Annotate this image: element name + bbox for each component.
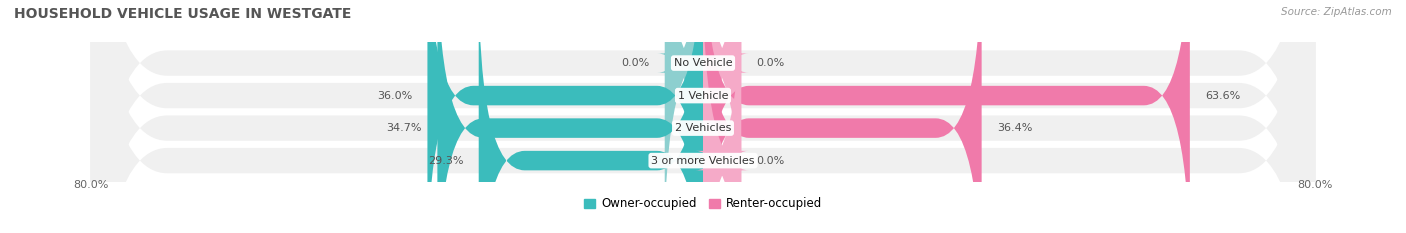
FancyBboxPatch shape — [657, 0, 710, 233]
FancyBboxPatch shape — [427, 0, 703, 233]
FancyBboxPatch shape — [437, 0, 703, 233]
Text: Source: ZipAtlas.com: Source: ZipAtlas.com — [1281, 7, 1392, 17]
Text: No Vehicle: No Vehicle — [673, 58, 733, 68]
FancyBboxPatch shape — [696, 0, 749, 233]
Text: 3 or more Vehicles: 3 or more Vehicles — [651, 156, 755, 166]
FancyBboxPatch shape — [90, 0, 1316, 233]
FancyBboxPatch shape — [703, 0, 1189, 233]
Text: 80.0%: 80.0% — [73, 180, 108, 190]
Text: 1 Vehicle: 1 Vehicle — [678, 91, 728, 101]
Text: 29.3%: 29.3% — [427, 156, 464, 166]
Text: 2 Vehicles: 2 Vehicles — [675, 123, 731, 133]
FancyBboxPatch shape — [703, 0, 981, 233]
Text: 36.0%: 36.0% — [377, 91, 412, 101]
FancyBboxPatch shape — [478, 0, 703, 233]
Text: 0.0%: 0.0% — [621, 58, 650, 68]
FancyBboxPatch shape — [696, 0, 749, 233]
FancyBboxPatch shape — [90, 0, 1316, 233]
Text: 36.4%: 36.4% — [997, 123, 1032, 133]
Text: 63.6%: 63.6% — [1205, 91, 1240, 101]
FancyBboxPatch shape — [90, 0, 1316, 233]
FancyBboxPatch shape — [90, 0, 1316, 233]
Text: 34.7%: 34.7% — [387, 123, 422, 133]
Text: 0.0%: 0.0% — [756, 156, 785, 166]
Legend: Owner-occupied, Renter-occupied: Owner-occupied, Renter-occupied — [579, 192, 827, 215]
Text: 0.0%: 0.0% — [756, 58, 785, 68]
Text: 80.0%: 80.0% — [1298, 180, 1333, 190]
Text: HOUSEHOLD VEHICLE USAGE IN WESTGATE: HOUSEHOLD VEHICLE USAGE IN WESTGATE — [14, 7, 352, 21]
